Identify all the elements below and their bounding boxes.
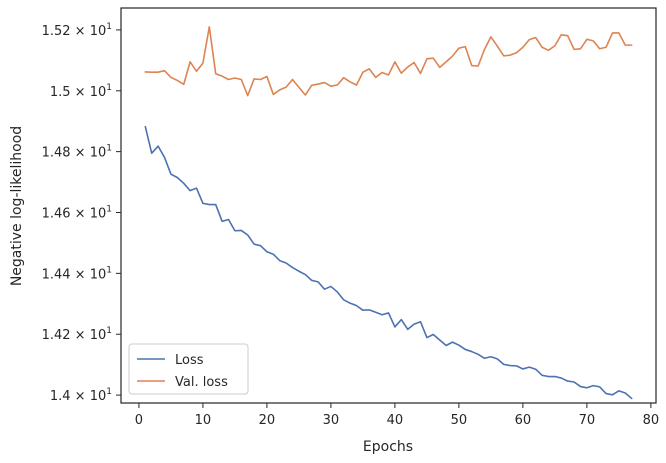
- series-layer: [144, 26, 633, 400]
- y-tick-label-mantissa: 1.42: [42, 328, 71, 343]
- y-tick-label-mantissa: 1.52: [42, 24, 71, 39]
- y-tick-label: 1.5 × 101: [50, 83, 112, 100]
- x-tick-label: 60: [515, 413, 532, 428]
- legend: Loss Val. loss: [128, 343, 249, 395]
- y-tick-label: 1.48 × 101: [42, 144, 112, 161]
- y-tick-label-times: ×: [71, 206, 90, 221]
- y-tick-label-mantissa: 1.5: [50, 85, 71, 100]
- y-tick-label-base: 10: [90, 328, 107, 343]
- y-tick-label-base: 10: [90, 267, 107, 282]
- y-tick-label: 1.52 × 101: [42, 22, 112, 39]
- y-tick-label-base: 10: [90, 24, 107, 39]
- y-tick-label-times: ×: [71, 85, 90, 100]
- y-tick-label-exponent: 1: [106, 22, 112, 32]
- y-axis-label: Negative log-likelihood: [9, 126, 25, 286]
- x-axis: 0 10 20 30 40 50 60 70 80: [135, 403, 659, 428]
- y-tick-label-times: ×: [71, 389, 90, 404]
- y-tick-label-exponent: 1: [106, 144, 112, 154]
- y-tick-label: 1.4 × 101: [50, 387, 112, 404]
- y-tick-label-base: 10: [90, 389, 107, 404]
- x-tick-label: 20: [259, 413, 276, 428]
- legend-label-val-loss: Val. loss: [175, 375, 228, 390]
- x-axis-label: Epochs: [363, 439, 413, 455]
- y-tick-label-mantissa: 1.4: [50, 389, 71, 404]
- y-tick-label-mantissa: 1.46: [42, 206, 71, 221]
- y-tick-label-times: ×: [71, 328, 90, 343]
- y-tick-label-times: ×: [71, 24, 90, 39]
- x-tick-label: 50: [451, 413, 468, 428]
- series-line-loss: [144, 125, 633, 400]
- y-tick-label-exponent: 1: [106, 326, 112, 336]
- y-tick-label-mantissa: 1.44: [42, 267, 71, 282]
- y-tick-label-base: 10: [90, 85, 107, 100]
- plot-frame: [120, 7, 657, 404]
- x-tick-label: 0: [135, 413, 143, 428]
- y-tick-label: 1.42 × 101: [42, 326, 112, 343]
- y-tick-label-exponent: 1: [106, 265, 112, 275]
- x-tick-label: 40: [387, 413, 404, 428]
- y-tick-label-times: ×: [71, 146, 90, 161]
- legend-label-loss: Loss: [175, 353, 204, 368]
- y-tick-label-exponent: 1: [106, 204, 112, 214]
- y-tick-label-exponent: 1: [106, 387, 112, 397]
- y-tick-label-exponent: 1: [106, 83, 112, 93]
- y-tick-label-base: 10: [90, 146, 107, 161]
- y-tick-label: 1.44 × 101: [42, 265, 112, 282]
- x-tick-label: 30: [323, 413, 340, 428]
- x-tick-label: 70: [579, 413, 596, 428]
- series-line-val-loss: [144, 26, 633, 97]
- y-tick-label-times: ×: [71, 267, 90, 282]
- x-tick-label: 10: [195, 413, 212, 428]
- y-tick-label-mantissa: 1.48: [42, 146, 71, 161]
- y-tick-label: 1.46 × 101: [42, 204, 112, 221]
- y-tick-label-base: 10: [90, 206, 107, 221]
- x-tick-label: 80: [643, 413, 660, 428]
